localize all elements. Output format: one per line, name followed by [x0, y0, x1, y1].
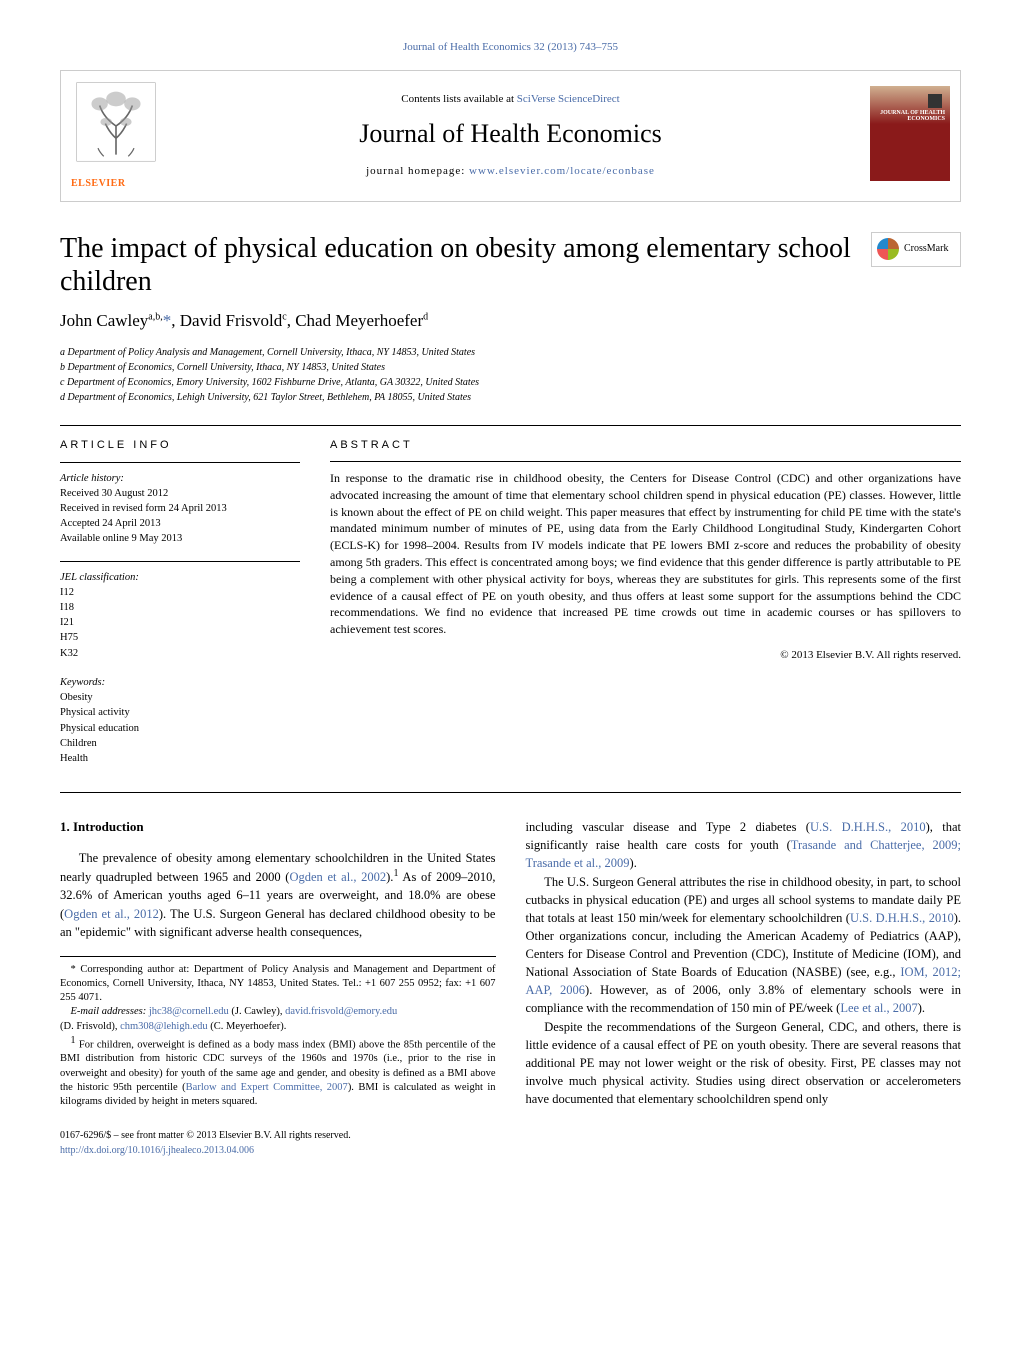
abstract-heading: abstract [330, 438, 961, 453]
intro-paragraph-3: Despite the recommendations of the Surge… [526, 1018, 962, 1109]
publisher-name: ELSEVIER [71, 177, 171, 191]
journal-top-link[interactable]: Journal of Health Economics 32 (2013) 74… [403, 41, 618, 53]
email-addresses: E-mail addresses: jhc38@cornell.edu (J. … [60, 1005, 496, 1033]
email-link[interactable]: chm308@lehigh.edu [120, 1021, 208, 1032]
header-center: Contents lists available at SciVerse Sci… [171, 92, 850, 179]
citation-link[interactable]: Ogden et al., 2012 [64, 907, 159, 921]
homepage-prefix: journal homepage: [366, 165, 469, 177]
header-right: JOURNAL OF HEALTH ECONOMICS [850, 86, 950, 186]
keywords-label: Keywords: [60, 675, 300, 690]
footnotes: * Corresponding author at: Department of… [60, 956, 496, 1109]
crossmark-icon [877, 238, 899, 260]
crossmark-label: CrossMark [904, 242, 948, 256]
crossmark-badge[interactable]: CrossMark [871, 232, 961, 267]
keyword: Physical education [60, 721, 300, 736]
elsevier-tree-icon [71, 81, 161, 171]
citation-link[interactable]: Lee et al., 2007 [840, 1001, 917, 1015]
rule [60, 425, 961, 426]
history-item: Received in revised form 24 April 2013 [60, 501, 300, 516]
citation-link[interactable]: Barlow and Expert Committee, 2007 [186, 1082, 348, 1093]
article-info-heading: article info [60, 438, 300, 454]
jel-code: I12 [60, 585, 300, 600]
section-heading: 1. Introduction [60, 818, 496, 837]
corresponding-author-note: * Corresponding author at: Department of… [60, 963, 496, 1006]
intro-paragraph-1-cont: including vascular disease and Type 2 di… [526, 818, 962, 872]
citation-link[interactable]: U.S. D.H.H.S., 2010 [810, 820, 926, 834]
jel-label: JEL classification: [60, 570, 300, 585]
cover-label: JOURNAL OF HEALTH ECONOMICS [875, 110, 945, 122]
keyword: Health [60, 751, 300, 766]
article-info-column: article info Article history: Received 3… [60, 438, 300, 781]
affiliation: d Department of Economics, Lehigh Univer… [60, 390, 961, 405]
keyword: Physical activity [60, 705, 300, 720]
citation-link[interactable]: U.S. D.H.H.S., 2010 [850, 911, 954, 925]
abstract-column: abstract In response to the dramatic ris… [330, 438, 961, 781]
jel-code: K32 [60, 646, 300, 661]
doi-link[interactable]: http://dx.doi.org/10.1016/j.jhealeco.201… [60, 1145, 254, 1156]
header-box: ELSEVIER Contents lists available at Sci… [60, 70, 961, 201]
affiliation: c Department of Economics, Emory Univers… [60, 375, 961, 390]
history-item: Received 30 August 2012 [60, 486, 300, 501]
jel-code: H75 [60, 630, 300, 645]
intro-paragraph-1: The prevalence of obesity among elementa… [60, 849, 496, 941]
journal-homepage-link[interactable]: www.elsevier.com/locate/econbase [469, 165, 655, 177]
abstract-copyright: © 2013 Elsevier B.V. All rights reserved… [330, 648, 961, 663]
keyword: Children [60, 736, 300, 751]
journal-cover-thumbnail: JOURNAL OF HEALTH ECONOMICS [870, 86, 950, 181]
email-link[interactable]: jhc38@cornell.edu [149, 1006, 229, 1017]
journal-name: Journal of Health Economics [171, 116, 850, 152]
body-column-left: 1. Introduction The prevalence of obesit… [60, 818, 496, 1158]
history-label: Article history: [60, 471, 300, 486]
keyword: Obesity [60, 690, 300, 705]
intro-paragraph-2: The U.S. Surgeon General attributes the … [526, 873, 962, 1018]
rule [60, 792, 961, 793]
affiliations: a Department of Policy Analysis and Mana… [60, 345, 961, 405]
authors: John Cawleya,b,*, David Frisvoldc, Chad … [60, 309, 961, 333]
top-citation: Journal of Health Economics 32 (2013) 74… [60, 40, 961, 55]
publisher-logo-area: ELSEVIER [71, 81, 171, 190]
contents-prefix: Contents lists available at [401, 93, 516, 105]
citation-link[interactable]: Ogden et al., 2002 [289, 870, 386, 884]
front-matter-line: 0167-6296/$ – see front matter © 2013 El… [60, 1129, 496, 1144]
email-link[interactable]: david.frisvold@emory.edu [285, 1006, 397, 1017]
history-item: Available online 9 May 2013 [60, 531, 300, 546]
abstract-text: In response to the dramatic rise in chil… [330, 470, 961, 638]
sciencedirect-link[interactable]: SciVerse ScienceDirect [517, 93, 620, 105]
jel-code: I18 [60, 600, 300, 615]
history-item: Accepted 24 April 2013 [60, 516, 300, 531]
footnote-1: 1 For children, overweight is defined as… [60, 1034, 496, 1109]
body-column-right: including vascular disease and Type 2 di… [526, 818, 962, 1158]
article-title: The impact of physical education on obes… [60, 232, 851, 299]
footer-info: 0167-6296/$ – see front matter © 2013 El… [60, 1129, 496, 1158]
affiliation: b Department of Economics, Cornell Unive… [60, 360, 961, 375]
jel-code: I21 [60, 615, 300, 630]
affiliation: a Department of Policy Analysis and Mana… [60, 345, 961, 360]
